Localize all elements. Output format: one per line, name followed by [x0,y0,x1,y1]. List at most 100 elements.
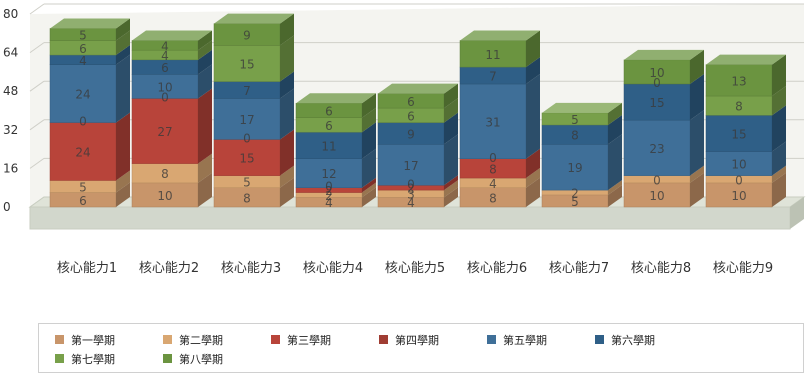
bar-side [198,40,212,60]
bar-segment [459,148,540,179]
gridline-diag [29,42,45,54]
bar-side [608,184,622,207]
bar-side [362,122,376,159]
x-tick-label: 核心能力3 [221,261,281,276]
x-tick-label: 核心能力9 [713,261,773,276]
bar-segment [459,30,540,68]
bar-segment [131,172,212,208]
bar-segment [213,88,294,140]
x-tick-label: 核心能力5 [385,261,445,276]
bar-side [198,64,212,99]
bar-stack [131,30,212,208]
bar-segment [705,54,786,97]
bar-stack [459,30,540,208]
bar-side [280,35,294,82]
bar-segment [213,165,294,188]
bar-side [690,49,704,84]
bar-stack [541,102,622,208]
legend-swatch [379,335,388,344]
chart-area: 0 16 32 48 64 80 6 5 24 0 24 4 6 5 核心能力1 10 8 27 0 10 6 4 4 核心能… [3,3,806,276]
data-label: 6 [325,119,333,133]
legend-item: 第二學期 [163,330,271,349]
bar-face [213,98,281,140]
data-label: 10 [157,189,172,203]
bar-stack [705,54,786,208]
bar-segment [131,153,212,184]
x-tick-label: 核心能力6 [467,261,527,276]
bar-side [280,177,294,207]
bar-segment [459,73,540,159]
data-label: 4 [489,177,497,191]
bar-segment [377,112,458,145]
bar-segment [49,54,130,123]
bar-side [608,134,622,191]
bar-segment [131,64,212,99]
bar-segment [295,148,376,188]
bar-side [362,177,376,193]
data-label: 10 [649,66,664,80]
bar-segment [49,30,130,56]
bar-side [280,88,294,140]
bar-top [378,83,458,94]
data-label: 8 [489,191,497,205]
stacked-bar-chart: 016324864806524024465核心能力110827010644核心能… [3,3,806,276]
bar-face [705,151,773,176]
data-label: 10 [731,158,746,172]
gridline-diag [29,119,45,131]
data-label: 5 [571,195,579,209]
bar-side [526,57,540,84]
data-label: 9 [243,29,251,43]
data-label: 6 [325,105,333,119]
bar-side [444,98,458,123]
y-tick-label: 32 [3,123,18,137]
bar-side [772,105,786,152]
x-tick-label: 核心能力8 [631,261,691,276]
bar-side [772,165,786,183]
data-label: 6 [161,61,169,75]
bar-face [377,144,445,186]
data-label: 4 [161,39,169,53]
data-label: 17 [239,113,254,127]
bar-side [690,172,704,207]
legend-swatch [55,354,64,363]
data-label: 8 [571,129,579,143]
data-label: 8 [243,191,251,205]
data-label: 27 [157,125,172,139]
bar-side [690,110,704,176]
data-label: 11 [321,139,336,153]
data-label: 0 [407,177,415,191]
legend-swatch [163,354,172,363]
bar-face [459,40,527,68]
bar-side [690,73,704,121]
data-label: 8 [735,100,743,114]
y-tick-label: 0 [3,200,11,214]
data-label: 24 [75,88,90,102]
bar-side [690,165,704,183]
bar-segment [459,177,540,208]
data-label: 0 [489,151,497,165]
bar-segment [49,112,130,181]
bar-side [526,168,540,188]
bar-side [280,13,294,46]
bar-side [280,129,294,176]
bar-segment [541,114,622,145]
bar-side [198,30,212,51]
data-label: 10 [731,189,746,203]
data-label: 8 [161,167,169,181]
data-label: 15 [649,96,664,110]
bar-segment [49,18,130,41]
bar-top [50,18,130,29]
y-tick-label: 16 [3,161,18,175]
bar-face [131,182,199,208]
data-label: 4 [79,54,87,68]
data-label: 6 [79,194,87,208]
legend-label: 第一學期 [71,333,115,347]
bar-side [526,73,540,159]
legend-label: 第五學期 [503,333,547,347]
bar-side [116,18,130,41]
bar-side [444,187,458,207]
bar-segment [131,88,212,164]
data-label: 5 [243,176,251,190]
bar-top [460,30,540,41]
x-tick-label: 核心能力2 [139,261,199,276]
